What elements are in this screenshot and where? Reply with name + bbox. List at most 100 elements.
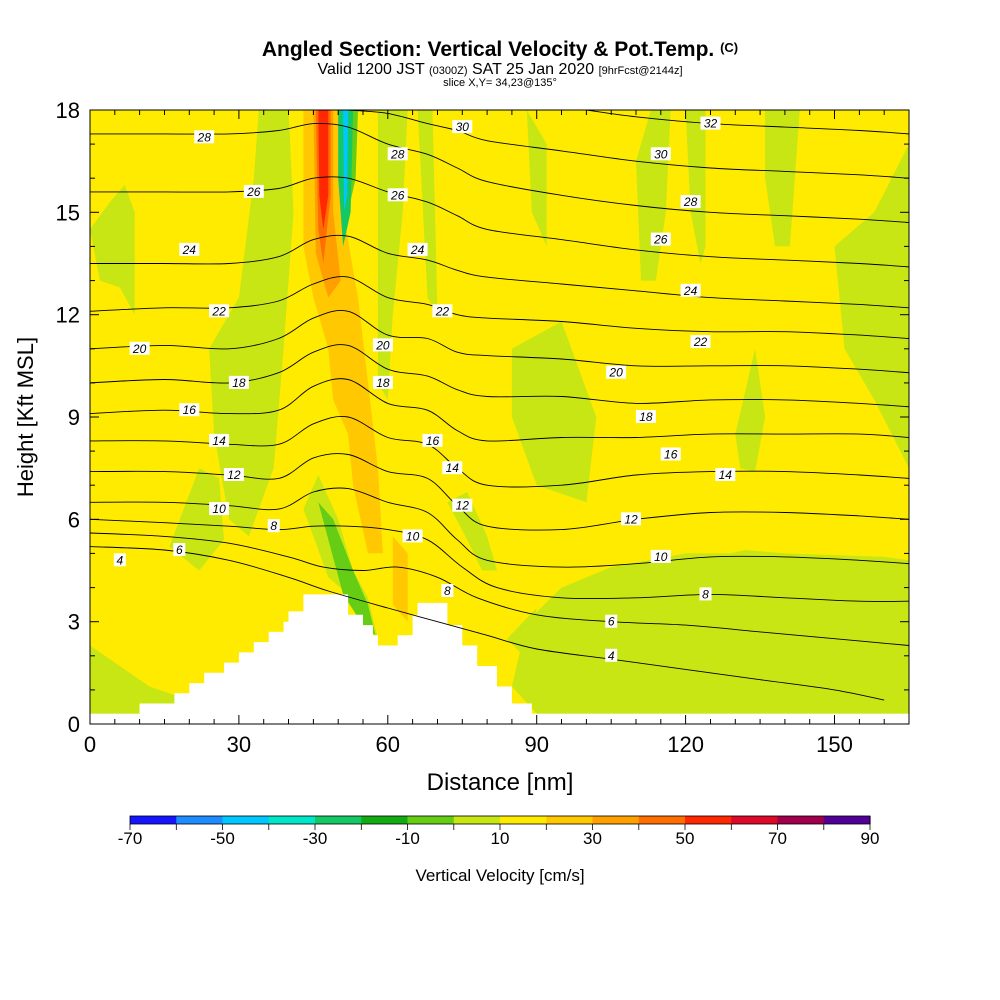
contour-label-24: 30 xyxy=(456,120,470,134)
contour-label-bg-6 xyxy=(179,403,200,417)
contour-label-bg-28 xyxy=(650,232,671,246)
contour-label-bg-16 xyxy=(432,304,453,318)
colorbar-swatch-4 xyxy=(315,816,362,824)
contour-label-bg-20 xyxy=(442,461,463,475)
contour-label-23: 8 xyxy=(444,584,451,598)
velocity-zone-1 xyxy=(457,110,493,397)
contour-label-33: 16 xyxy=(664,448,678,462)
velocity-zone-21 xyxy=(506,608,537,660)
contour-label-21: 12 xyxy=(456,499,470,513)
colorbar: -70 -50 -30 -10 10 30 50 70 90 xyxy=(118,815,880,848)
contour-label-8: 20 xyxy=(132,342,147,356)
contour-label-bg-13 xyxy=(387,147,408,161)
theta-line-24 xyxy=(90,234,909,309)
contour-label-bg-9 xyxy=(209,304,230,318)
velocity-zone-18 xyxy=(263,110,291,349)
contour-label-bg-35 xyxy=(621,512,641,526)
colorbar-swatch-10 xyxy=(592,816,640,824)
contour-label-bg-29 xyxy=(680,283,701,297)
forecast-info: [9hrFcst@2144z] xyxy=(598,65,683,77)
x-tick-label-120: 120 xyxy=(667,732,704,757)
contour-label-bg-10 xyxy=(179,242,200,256)
colorbar-swatch-1 xyxy=(176,816,224,824)
colorbar-swatch-3 xyxy=(268,816,316,824)
copyright-mark: (C) xyxy=(720,40,739,55)
contour-label-7: 18 xyxy=(232,376,246,390)
colorbar-swatch-8 xyxy=(500,816,547,824)
contour-label-15: 24 xyxy=(410,243,425,257)
contour-label-29: 24 xyxy=(683,284,698,298)
colorbar-swatch-12 xyxy=(685,816,732,824)
contour-label-6: 16 xyxy=(183,403,197,417)
contour-label-bg-7 xyxy=(228,375,249,389)
contour-label-bg-1 xyxy=(173,543,186,556)
contour-label-bg-24 xyxy=(452,120,473,134)
y-tick-label-15: 15 xyxy=(56,200,80,225)
colorbar-label-30: 30 xyxy=(583,829,602,848)
contour-label-bg-26 xyxy=(650,147,671,161)
contour-label-20: 14 xyxy=(446,461,460,475)
colorbar-label-50: 50 xyxy=(676,829,695,848)
x-tick-label-60: 60 xyxy=(376,732,400,757)
contour-label-36: 10 xyxy=(654,550,668,564)
velocity-zone-8 xyxy=(765,110,800,247)
x-tick-label-30: 30 xyxy=(227,732,251,757)
contour-label-32: 18 xyxy=(639,410,653,424)
valid-date: SAT 25 Jan 2020 xyxy=(471,61,595,78)
velocity-zone-17 xyxy=(417,110,438,315)
contour-label-10: 24 xyxy=(182,243,197,257)
colorbar-label: Vertical Velocity [cm/s] xyxy=(415,866,584,885)
contour-label-bg-32 xyxy=(635,410,656,423)
velocity-zone-31 xyxy=(318,110,329,230)
velocity-zone-24 xyxy=(318,502,376,636)
contour-label-34: 14 xyxy=(719,468,733,482)
contour-label-28: 26 xyxy=(653,233,668,247)
contour-label-bg-17 xyxy=(372,338,393,352)
velocity-zone-20 xyxy=(700,550,825,619)
contour-label-0: 4 xyxy=(116,553,123,567)
contour-label-17: 20 xyxy=(375,338,390,352)
contour-label-31: 20 xyxy=(608,366,623,380)
contour-label-14: 26 xyxy=(390,188,405,202)
contour-label-bg-2 xyxy=(267,519,280,533)
y-tick-label-18: 18 xyxy=(56,98,80,123)
contour-label-35: 12 xyxy=(624,512,638,526)
contour-label-bg-21 xyxy=(452,498,473,512)
utc-time: (0300Z) xyxy=(428,65,468,77)
velocity-zone-9 xyxy=(90,185,135,315)
velocity-zone-7 xyxy=(685,110,706,264)
velocity-zone-4 xyxy=(368,587,403,639)
colorbar-swatch-11 xyxy=(638,816,686,824)
contour-label-4: 12 xyxy=(227,468,241,482)
colorbar-label-10: 10 xyxy=(491,829,510,848)
colorbar-swatch-0 xyxy=(130,816,177,824)
colorbar-swatch-14 xyxy=(777,816,825,824)
colorbar-label-70: 70 xyxy=(768,829,787,848)
velocity-zone-2 xyxy=(561,110,607,237)
contour-label-bg-8 xyxy=(129,341,150,355)
contour-label-1: 6 xyxy=(176,543,183,557)
velocity-zone-13 xyxy=(834,144,909,469)
x-axis: 0 30 60 90 120 150 xyxy=(84,110,910,757)
theta-line-12 xyxy=(90,453,909,531)
contour-label-30: 22 xyxy=(693,335,708,349)
contour-label-27: 28 xyxy=(683,195,698,209)
valid-time: Valid 1200 JST xyxy=(317,61,425,78)
contour-label-bg-25 xyxy=(700,116,721,130)
colorbar-swatch-13 xyxy=(731,816,779,824)
chart-subtitle: Valid 1200 JST (0300Z) SAT 25 Jan 2020 [… xyxy=(0,61,1000,79)
x-tick-label-150: 150 xyxy=(816,732,853,757)
theta-line-14 xyxy=(90,415,909,488)
theta-line-18 xyxy=(90,344,909,408)
terrain xyxy=(90,594,909,724)
colorbar-label-90: 90 xyxy=(861,829,880,848)
velocity-zone-27 xyxy=(392,536,408,622)
colorbar-swatch-6 xyxy=(407,816,455,824)
contour-label-18: 18 xyxy=(376,376,390,390)
colorbar-swatch-5 xyxy=(361,816,409,824)
contour-label-bg-30 xyxy=(690,335,711,348)
colorbar-swatch-9 xyxy=(546,816,594,824)
contour-label-38: 6 xyxy=(608,615,615,629)
velocity-zone-15 xyxy=(735,348,766,472)
